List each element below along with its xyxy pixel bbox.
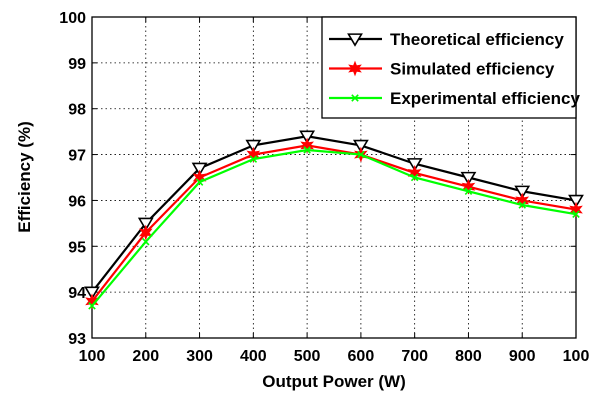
experimental-efficiency-point <box>464 187 473 196</box>
y-tick-label: 95 <box>68 239 86 256</box>
y-tick-label: 96 <box>68 193 86 210</box>
legend-theoretical-efficiency-label: Theoretical efficiency <box>390 30 564 49</box>
experimental-efficiency-point <box>142 237 150 246</box>
theoretical-efficiency-point <box>299 130 316 144</box>
tick-layer: 93 94 95 96 97 98 99 100 100 200 300 400 500 600 700 80… <box>59 10 589 365</box>
legend: Theoretical efficiency Simulated efficien… <box>321 16 580 119</box>
simulated-efficiency-point <box>569 201 583 218</box>
legend-simulated-efficiency-label: Simulated efficiency <box>390 60 555 79</box>
legend-experimental-efficiency-marker <box>351 94 359 102</box>
y-tick-label: 93 <box>68 331 86 348</box>
simulated-efficiency-point <box>192 169 207 186</box>
legend-theoretical-efficiency-marker <box>347 33 363 47</box>
simulated-efficiency-point <box>407 165 422 181</box>
experimental-efficiency-point <box>410 173 419 182</box>
theoretical-efficiency-point <box>406 158 423 172</box>
y-tick-label: 97 <box>68 148 86 165</box>
simulated-efficiency-point <box>461 178 476 195</box>
y-tick-label: 98 <box>68 102 86 119</box>
x-tick-label: 400 <box>240 348 267 365</box>
y-tick-label: 100 <box>59 10 86 27</box>
experimental-efficiency-point <box>88 302 96 310</box>
theoretical-efficiency-point <box>568 194 584 209</box>
simulated-efficiency-point <box>246 146 261 163</box>
x-tick-label: 300 <box>186 348 213 365</box>
experimental-efficiency-point <box>249 155 258 163</box>
theoretical-efficiency-point <box>514 185 531 200</box>
experimental-efficiency-point <box>195 178 204 186</box>
simulated-efficiency-line <box>91 144 577 302</box>
simulated-efficiency-point <box>300 137 314 154</box>
experimental-efficiency-point <box>303 146 311 154</box>
x-tick-label: 800 <box>455 348 482 365</box>
theoretical-efficiency-point <box>191 162 208 177</box>
theoretical-efficiency-point <box>352 139 369 154</box>
experimental-efficiency-point <box>357 150 365 159</box>
experimental-efficiency-point <box>518 201 526 209</box>
theoretical-efficiency-point <box>84 286 100 300</box>
x-tick-label: 100 <box>79 348 106 365</box>
series-layer <box>84 130 584 310</box>
x-tick-label: 900 <box>509 348 536 365</box>
legend-experimental-efficiency-label: Experimental efficiency <box>390 89 580 108</box>
theoretical-efficiency-point <box>245 139 262 154</box>
x-tick-label: 600 <box>348 348 375 365</box>
theoretical-efficiency-point <box>137 217 154 232</box>
simulated-efficiency-point <box>515 192 530 209</box>
theoretical-efficiency-point <box>460 171 477 186</box>
y-tick-label: 94 <box>68 285 86 302</box>
theoretical-efficiency-line <box>91 135 577 293</box>
simulated-efficiency-point <box>138 224 153 241</box>
x-tick-label: 200 <box>132 348 159 365</box>
x-tick-label: 700 <box>401 348 428 365</box>
y-tick-label: 99 <box>68 56 86 73</box>
x-tick-label: 500 <box>294 348 321 365</box>
experimental-efficiency-line <box>91 148 577 307</box>
experimental-efficiency-point <box>572 210 580 218</box>
x-axis-title: Output Power (W) <box>262 372 406 391</box>
x-tick-label: 100 <box>563 348 590 365</box>
y-axis-title: Efficiency (%) <box>15 121 34 232</box>
legend-simulated-efficiency-marker <box>348 60 362 77</box>
